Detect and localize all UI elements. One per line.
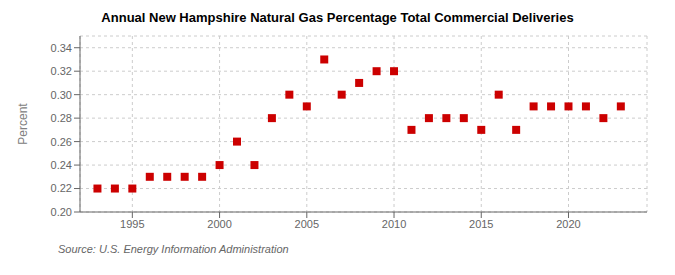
svg-text:0.34: 0.34 (51, 42, 72, 54)
svg-text:0.28: 0.28 (51, 112, 72, 124)
svg-text:2015: 2015 (469, 218, 493, 230)
html-text:Annual New Hampshire Natural G: Annual New Hampshire Natural Gas Percent… (101, 10, 574, 25)
svg-text:0.22: 0.22 (51, 182, 72, 194)
svg-text:0.32: 0.32 (51, 65, 72, 77)
svg-text:Percent: Percent (16, 103, 30, 145)
svg-text:0.24: 0.24 (51, 159, 72, 171)
svg-text:0.20: 0.20 (51, 206, 72, 218)
svg-text:0.30: 0.30 (51, 89, 72, 101)
svg-text:2010: 2010 (382, 218, 406, 230)
svg-text:1995: 1995 (120, 218, 144, 230)
svg-text:2005: 2005 (295, 218, 319, 230)
svg-text:0.26: 0.26 (51, 136, 72, 148)
svg-text:2020: 2020 (556, 218, 580, 230)
html-text:Source: U.S. Energy Informatio: Source: U.S. Energy Information Administ… (58, 243, 289, 255)
svg-text:2000: 2000 (207, 218, 231, 230)
